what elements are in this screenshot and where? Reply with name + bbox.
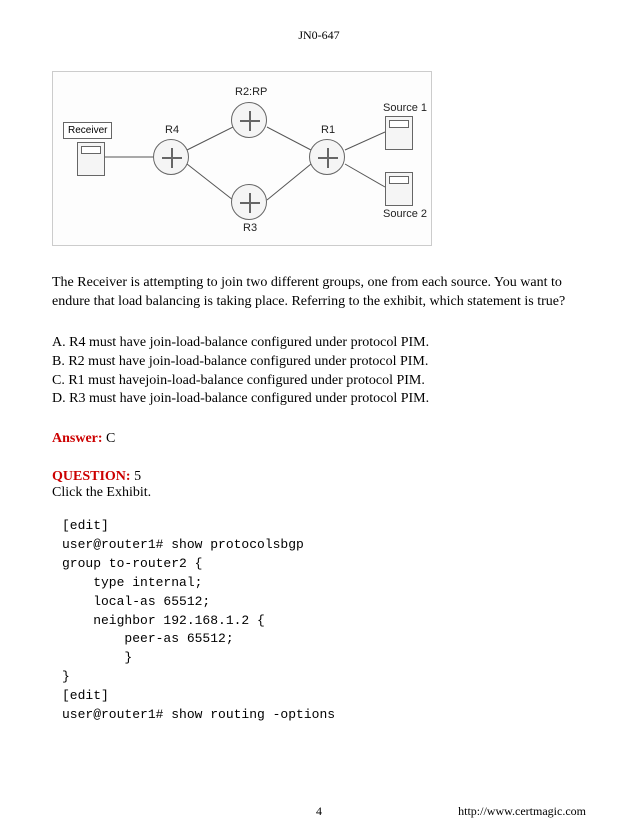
router-r3 (231, 184, 267, 220)
question-label: QUESTION: (52, 469, 131, 484)
code-line: [edit] (62, 517, 586, 536)
label-source2: Source 2 (383, 208, 427, 220)
header-exam-code: JN0-647 (52, 28, 586, 43)
network-diagram: Receiver R4 R2:RP R3 R1 Source 1 Source … (52, 71, 432, 246)
option-d: D. R3 must have join-load-balance config… (52, 390, 586, 409)
label-source1: Source 1 (383, 102, 427, 114)
question-4-text: The Receiver is attempting to join two d… (52, 274, 586, 312)
config-exhibit: [edit]user@router1# show protocolsbgpgro… (62, 517, 586, 724)
option-b: B. R2 must have join-load-balance config… (52, 353, 586, 372)
label-r2rp: R2:RP (235, 86, 267, 98)
answer-label: Answer: (52, 431, 103, 446)
router-r4 (153, 139, 189, 175)
receiver-device (77, 142, 105, 176)
source1-device (385, 116, 413, 150)
router-r1 (309, 139, 345, 175)
code-line: user@router1# show protocolsbgp (62, 536, 586, 555)
answer-line: Answer: C (52, 431, 586, 447)
router-r2 (231, 102, 267, 138)
page-number: 4 (316, 804, 322, 819)
label-r4: R4 (165, 124, 179, 136)
code-line: type internal; (62, 574, 586, 593)
question-5-header: QUESTION: 5 Click the Exhibit. (52, 469, 586, 501)
code-line: local-as 65512; (62, 593, 586, 612)
option-c: C. R1 must havejoin-load-balance configu… (52, 372, 586, 391)
code-line: } (62, 668, 586, 687)
question-number: 5 (134, 469, 141, 484)
label-r3: R3 (243, 222, 257, 234)
question-4-options: A. R4 must have join-load-balance config… (52, 334, 586, 410)
code-line: neighbor 192.168.1.2 { (62, 612, 586, 631)
receiver-label-box: Receiver (63, 122, 112, 139)
code-line: peer-as 65512; (62, 630, 586, 649)
question-5-instruction: Click the Exhibit. (52, 485, 586, 501)
footer-url: http://www.certmagic.com (458, 804, 586, 819)
label-r1: R1 (321, 124, 335, 136)
code-line: user@router1# show routing -options (62, 706, 586, 725)
code-line: } (62, 649, 586, 668)
option-a: A. R4 must have join-load-balance config… (52, 334, 586, 353)
answer-value: C (106, 431, 115, 446)
code-line: group to-router2 { (62, 555, 586, 574)
source2-device (385, 172, 413, 206)
code-line: [edit] (62, 687, 586, 706)
